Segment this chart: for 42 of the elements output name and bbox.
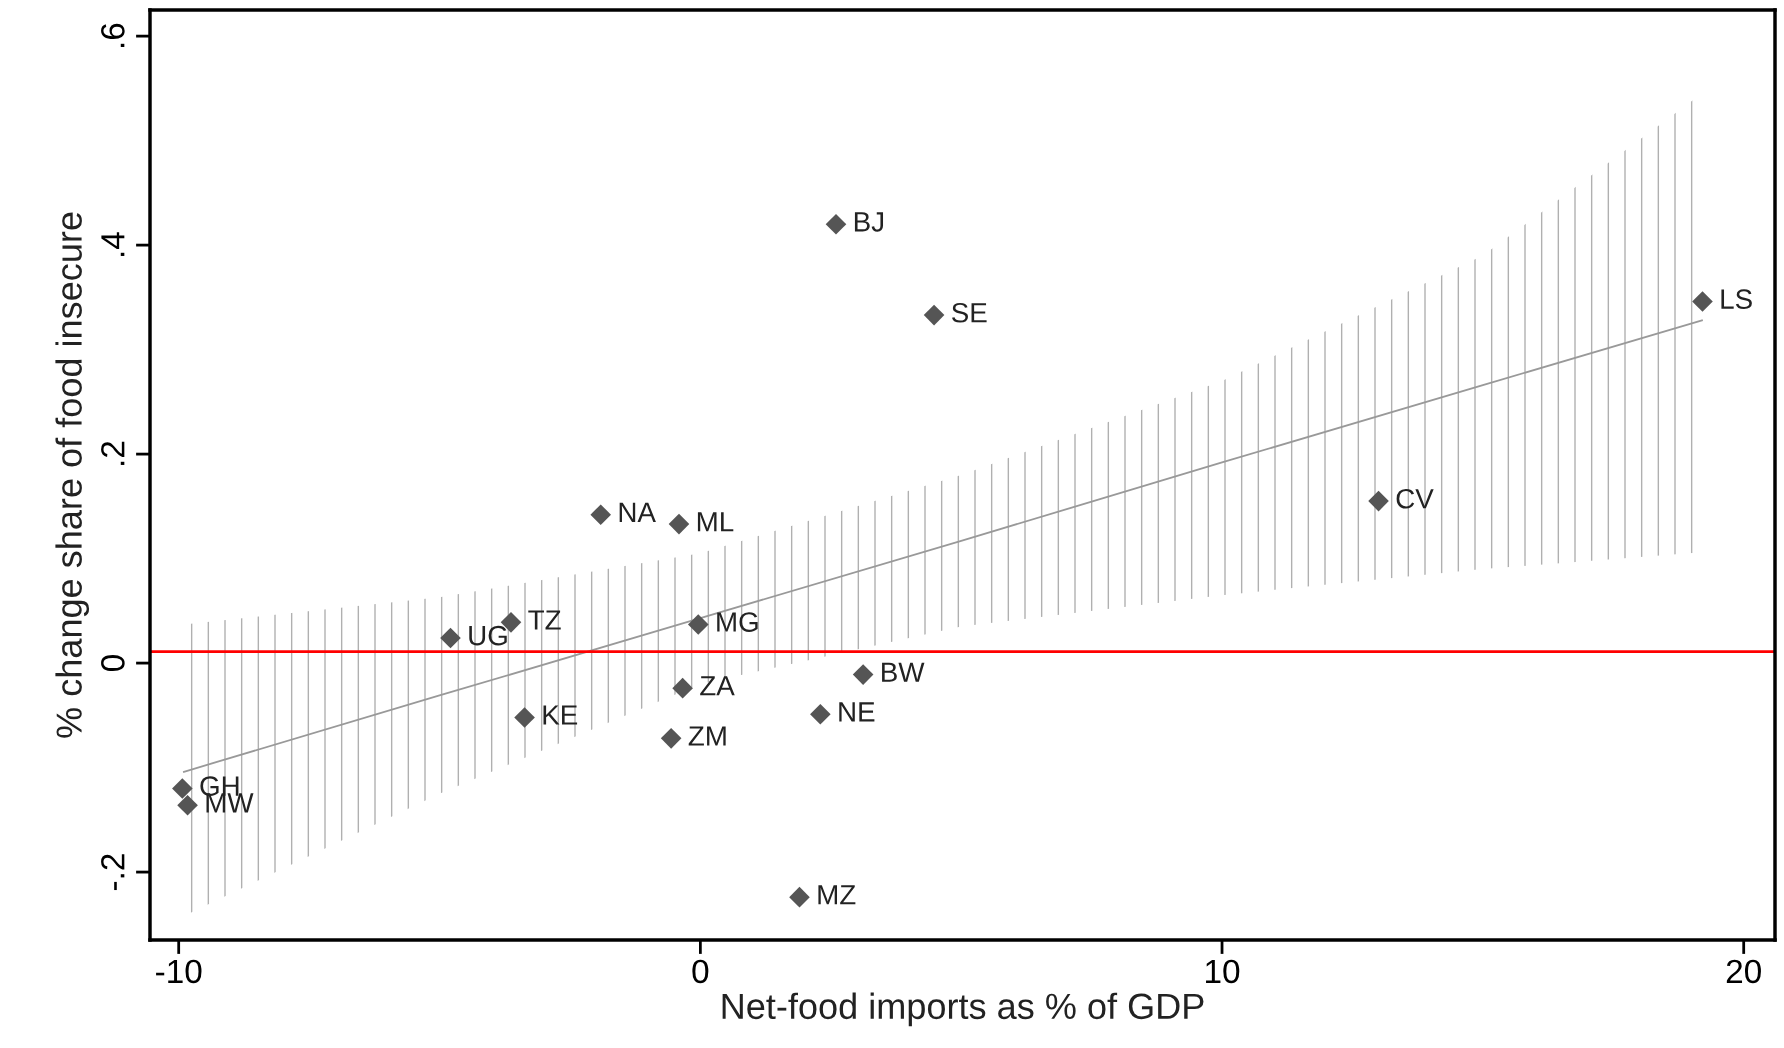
x-axis-title: Net-food imports as % of GDP	[722, 992, 1204, 1027]
y-axis-title: % change share of food insecure	[55, 212, 90, 738]
annotation: UG	[469, 625, 507, 646]
annotation: CV	[1396, 488, 1434, 509]
point	[672, 677, 693, 699]
annotation: BW	[882, 662, 925, 682]
point	[440, 627, 461, 649]
annotation: ML	[697, 512, 734, 532]
point	[852, 664, 874, 685]
x-tick-label: 10	[1206, 959, 1240, 984]
y-tick-label: -.2	[101, 854, 125, 891]
point	[514, 707, 535, 728]
x-tick-label: 0	[692, 959, 709, 984]
point	[177, 794, 198, 816]
annotation: KE	[543, 705, 578, 725]
annotation: LS	[1721, 289, 1752, 309]
annotation: NA	[619, 502, 656, 522]
y-tick-label: .4	[101, 232, 125, 256]
y-tick-label: 0	[101, 655, 125, 672]
point	[1368, 490, 1389, 512]
x-tick-label: -10	[156, 959, 202, 984]
annotation: NE	[839, 702, 875, 722]
point	[923, 304, 945, 326]
annotation: SE	[952, 302, 987, 323]
annotation: TZ	[528, 610, 561, 630]
y-tick-label: .2	[101, 441, 125, 465]
y-tick-label: .6	[101, 23, 125, 47]
point	[687, 614, 709, 635]
point	[789, 886, 810, 908]
annotation: ZA	[700, 676, 735, 696]
annotation: MG	[717, 612, 758, 632]
annotation: BJ	[854, 212, 884, 232]
point	[660, 728, 682, 749]
annotation: ZM	[688, 726, 726, 746]
x-tick-label: 20	[1726, 959, 1761, 984]
point	[825, 213, 847, 235]
point	[1692, 291, 1713, 312]
point	[810, 703, 831, 725]
point	[172, 778, 193, 799]
annotation: MZ	[818, 885, 856, 905]
point	[668, 513, 690, 535]
point	[590, 504, 612, 526]
